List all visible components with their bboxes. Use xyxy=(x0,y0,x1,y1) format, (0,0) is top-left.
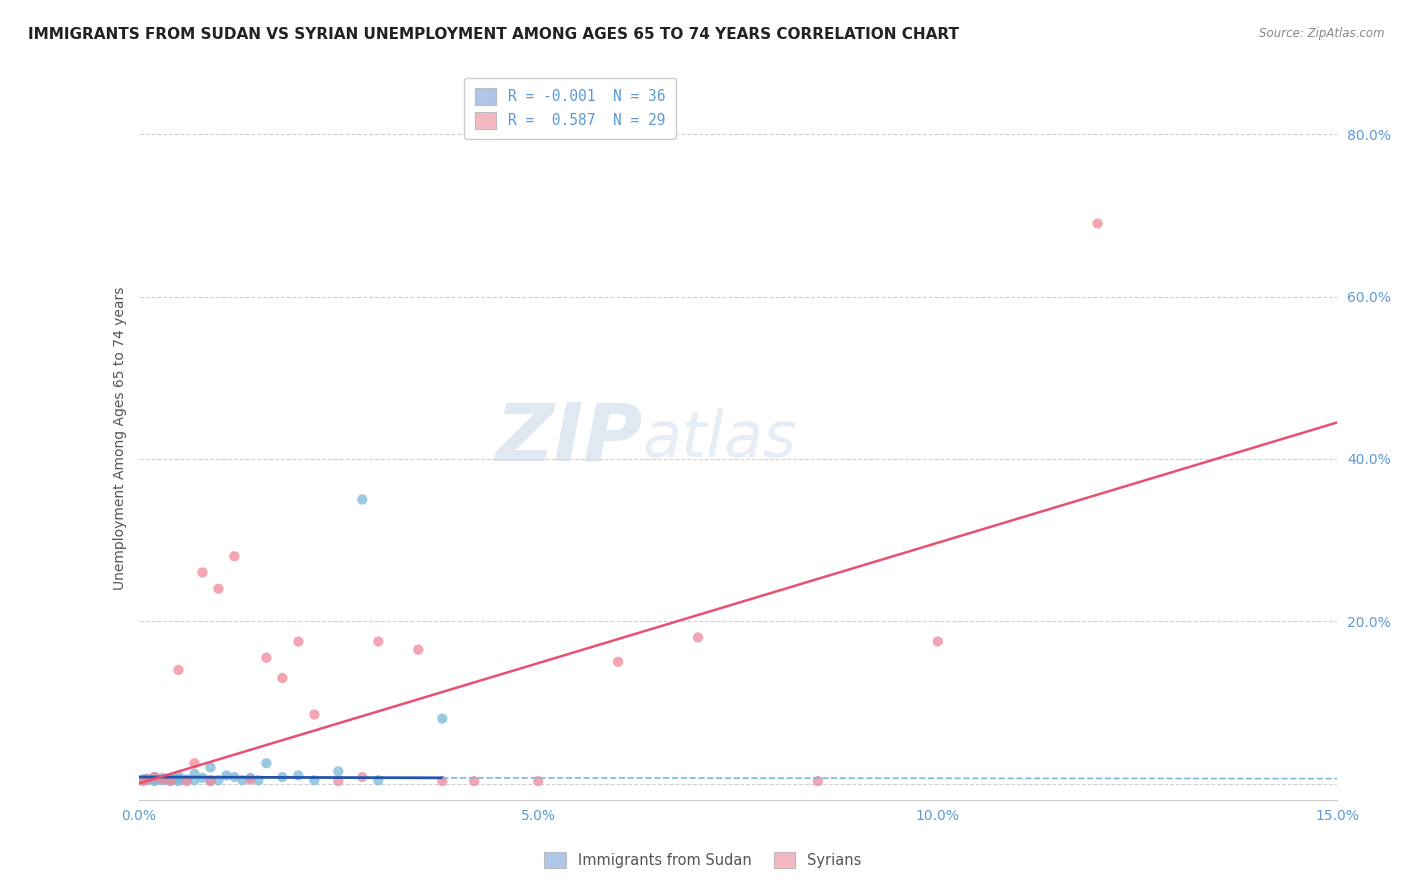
Point xyxy=(254,756,277,771)
Point xyxy=(367,773,389,788)
Point xyxy=(148,772,170,787)
Point xyxy=(927,634,949,648)
Point xyxy=(155,772,177,787)
Point xyxy=(135,772,157,787)
Text: Source: ZipAtlas.com: Source: ZipAtlas.com xyxy=(1260,27,1385,40)
Point xyxy=(191,566,214,580)
Point xyxy=(432,774,454,789)
Point xyxy=(167,772,190,786)
Point xyxy=(135,773,157,788)
Text: ZIP: ZIP xyxy=(495,400,643,477)
Point xyxy=(287,768,309,782)
Point xyxy=(131,772,153,787)
Point xyxy=(1087,217,1109,231)
Text: atlas: atlas xyxy=(643,408,796,469)
Point xyxy=(131,774,153,789)
Point xyxy=(328,774,350,789)
Point xyxy=(406,642,429,657)
Point xyxy=(159,774,181,789)
Point xyxy=(183,766,205,780)
Point xyxy=(191,771,214,785)
Point xyxy=(352,492,374,507)
Point xyxy=(247,773,270,788)
Point xyxy=(200,773,222,788)
Point xyxy=(432,712,454,726)
Point xyxy=(271,671,294,685)
Point xyxy=(254,650,277,665)
Point xyxy=(367,634,389,648)
Point xyxy=(159,773,181,788)
Point xyxy=(167,663,190,677)
Point xyxy=(176,774,198,789)
Point xyxy=(463,774,485,789)
Point xyxy=(200,760,222,774)
Point xyxy=(807,774,830,789)
Point xyxy=(352,770,374,784)
Legend: Immigrants from Sudan, Syrians: Immigrants from Sudan, Syrians xyxy=(537,845,869,876)
Point xyxy=(287,634,309,648)
Point xyxy=(135,772,157,786)
Point xyxy=(159,772,181,786)
Point xyxy=(167,774,190,789)
Point xyxy=(167,768,190,782)
Point xyxy=(328,764,350,779)
Point xyxy=(152,773,174,788)
Point xyxy=(271,770,294,784)
Point xyxy=(527,774,550,789)
Point xyxy=(215,768,238,782)
Point xyxy=(686,631,709,645)
Point xyxy=(304,707,326,722)
Y-axis label: Unemployment Among Ages 65 to 74 years: Unemployment Among Ages 65 to 74 years xyxy=(114,287,128,591)
Point xyxy=(152,772,174,787)
Point xyxy=(207,582,229,596)
Point xyxy=(183,773,205,788)
Point xyxy=(139,772,162,787)
Legend: R = -0.001  N = 36, R =  0.587  N = 29: R = -0.001 N = 36, R = 0.587 N = 29 xyxy=(464,78,676,139)
Point xyxy=(607,655,630,669)
Point xyxy=(207,773,229,788)
Point xyxy=(224,770,246,784)
Point xyxy=(239,772,262,787)
Point xyxy=(200,774,222,789)
Point xyxy=(176,772,198,787)
Point xyxy=(143,774,166,789)
Point xyxy=(224,549,246,564)
Point xyxy=(304,773,326,788)
Point xyxy=(163,772,186,787)
Text: IMMIGRANTS FROM SUDAN VS SYRIAN UNEMPLOYMENT AMONG AGES 65 TO 74 YEARS CORRELATI: IMMIGRANTS FROM SUDAN VS SYRIAN UNEMPLOY… xyxy=(28,27,959,42)
Point xyxy=(231,773,253,788)
Point xyxy=(183,756,205,771)
Point xyxy=(152,771,174,785)
Point xyxy=(143,770,166,784)
Point xyxy=(143,770,166,784)
Point xyxy=(239,771,262,785)
